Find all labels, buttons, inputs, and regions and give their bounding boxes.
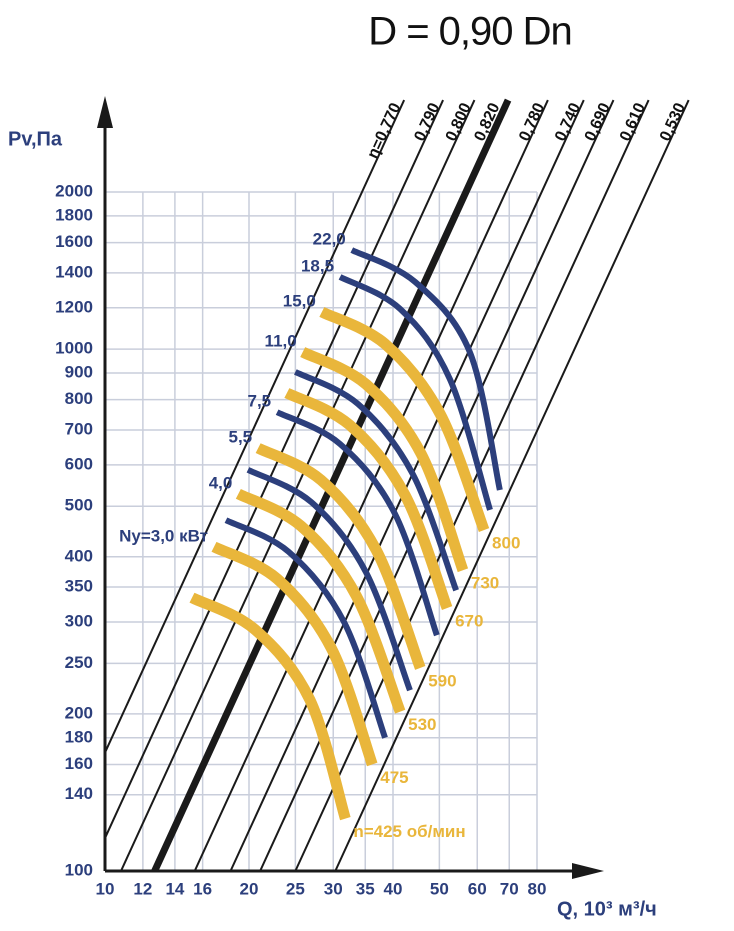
efficiency-label: η=0,770 [364,100,404,161]
efficiency-label: 0,530 [657,100,689,144]
power-label: Ny=3,0 кВт [119,526,208,545]
speed-curve [211,541,378,767]
power-label: 15,0 [283,291,316,310]
x-tick-label: 12 [133,879,152,898]
efficiency-label: 0,790 [411,100,443,144]
power-label: 7,5 [247,392,271,411]
speed-curve [319,306,490,533]
rpm-label: 530 [408,715,436,734]
speed-curve [293,369,459,592]
speed-curve [224,517,388,739]
x-tick-label: 80 [528,879,547,898]
x-tick-label: 30 [324,879,343,898]
y-tick-label: 800 [65,389,93,408]
rpm-label: n=425 об/мин [353,822,465,841]
efficiency-line [334,99,690,871]
speed-curve [275,409,440,637]
efficiency-line [120,99,476,871]
x-tick-label: 60 [468,879,487,898]
y-tick-label: 180 [65,727,93,746]
rpm-label: 800 [492,534,520,553]
y-tick-label: 350 [65,577,93,596]
rpm-label: 730 [471,574,499,593]
y-tick-label: 250 [65,653,93,672]
x-tick-label: 10 [96,879,115,898]
x-axis-label: Q, 10³ м³/ч [557,898,657,920]
efficiency-label: 0,740 [552,100,584,144]
speed-curve [284,387,453,610]
speed-curve [255,443,426,670]
x-tick-label: 70 [500,879,519,898]
power-label: 22,0 [313,230,346,249]
x-tick-label: 50 [430,879,449,898]
y-tick-label: 1200 [55,297,93,316]
efficiency-label: 0,780 [516,100,548,144]
speed-curve [338,274,493,511]
y-tick-label: 1600 [55,232,93,251]
x-tick-label: 25 [286,879,305,898]
x-tick-label: 20 [240,879,259,898]
x-axis-arrow [572,863,604,879]
y-tick-label: 200 [65,703,93,722]
efficiency-label: 0,690 [582,100,614,144]
speed-curve [189,592,351,821]
power-label: 11,0 [265,332,297,351]
power-label: 18,5 [301,256,334,275]
rpm-label: 670 [455,612,483,631]
x-tick-label: 35 [356,879,375,898]
speed-curve [246,467,413,692]
x-tick-label: 16 [193,879,212,898]
y-tick-label: 2000 [55,181,93,200]
efficiency-line [105,99,406,755]
speed-curve [235,488,406,714]
y-tick-label: 600 [65,454,93,473]
efficiency-line [193,99,549,871]
y-tick-label: 400 [65,546,93,565]
y-tick-label: 500 [65,496,93,515]
power-label: 5,5 [229,428,253,447]
y-tick-label: 1000 [55,339,93,358]
y-axis-arrow [97,96,113,128]
y-tick-label: 1800 [55,205,93,224]
y-tick-label: 100 [65,860,93,879]
y-tick-label: 700 [65,419,93,438]
efficiency-label: 0,800 [443,100,475,144]
efficiency-line [105,99,444,841]
y-tick-label: 160 [65,754,93,773]
x-tick-label: 40 [384,879,403,898]
y-tick-label: 900 [65,362,93,381]
efficiency-line [229,99,585,871]
power-label: 4,0 [209,473,233,492]
speed-curve [300,347,469,573]
y-tick-label: 140 [65,784,93,803]
y-axis-label: Pv,Па [8,128,63,150]
curves [189,247,503,821]
speed-curve [350,247,503,491]
y-tick-label: 1400 [55,262,93,281]
x-tick-label: 14 [165,879,184,898]
chart-title: D = 0,90 Dn [368,10,572,54]
rpm-label: 475 [380,768,408,787]
y-tick-label: 300 [65,611,93,630]
efficiency-label: 0,610 [617,100,649,144]
rpm-label: 590 [428,671,456,690]
